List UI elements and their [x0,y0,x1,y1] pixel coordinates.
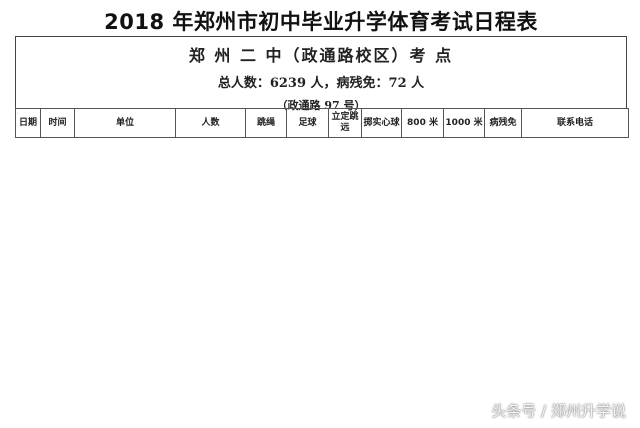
column-header-row: 日期 时间 单位 人数 跳绳 足球 立定跳远 掷实心球 800 米 1000 米… [15,108,630,138]
page-title: 2018 年郑州市初中毕业升学体育考试日程表 [104,10,538,34]
venue-name: 郑 州 二 中（政通路校区）考 点 [188,46,454,65]
col-unit: 单位 [74,108,176,138]
col-jump: 立定跳远 [328,108,363,138]
col-ball: 掷实心球 [361,108,403,138]
col-football: 足球 [286,108,330,138]
col-contact: 联系电话 [521,108,630,138]
venue-header: 郑 州 二 中（政通路校区）考 点 总人数：6239 人，病残免：72 人 （政… [15,36,627,112]
col-rope: 跳绳 [245,108,288,138]
venue-summary: 总人数：6239 人，病残免：72 人 [217,76,425,91]
col-exempt: 病残免 [484,108,523,138]
col-count: 人数 [174,108,247,138]
watermark: 头条号 / 郑州升学说 [491,402,626,420]
col-1000m: 1000 米 [443,108,486,138]
col-800m: 800 米 [401,108,445,138]
schedule-table: 日期 时间 单位 人数 跳绳 足球 立定跳远 掷实心球 800 米 1000 米… [15,108,630,138]
col-date: 日期 [15,108,41,138]
col-time: 时间 [40,108,75,138]
